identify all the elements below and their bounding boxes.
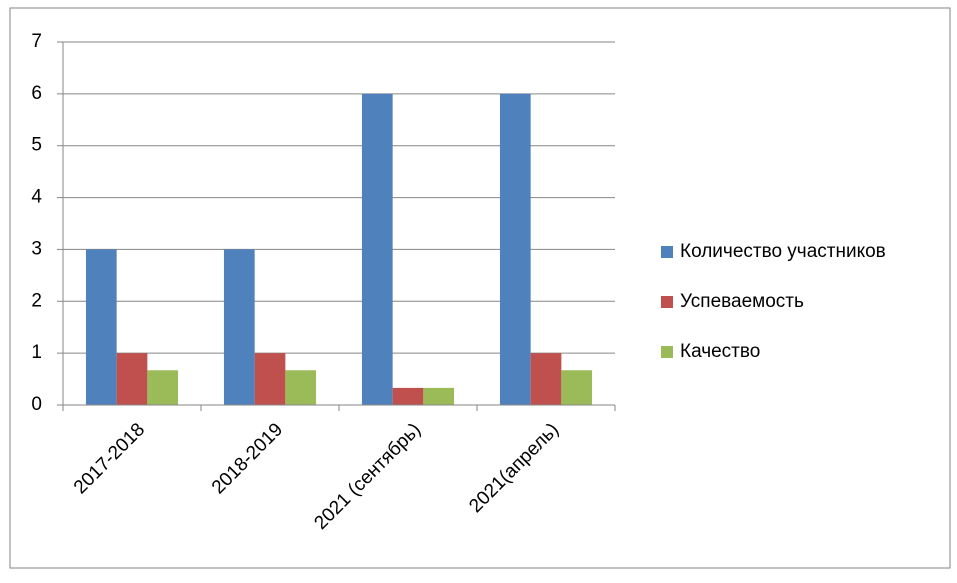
bar — [147, 370, 179, 405]
y-tick-label: 4 — [31, 187, 42, 208]
y-tick-label: 3 — [31, 238, 42, 259]
y-tick-label: 1 — [31, 342, 42, 363]
bar — [423, 387, 455, 405]
legend-label: Количество участников — [680, 241, 886, 262]
chart-border — [9, 7, 951, 569]
bar — [85, 249, 117, 405]
legend-swatch — [661, 246, 673, 258]
y-tick-label: 6 — [31, 83, 42, 104]
bar — [361, 93, 393, 405]
bar — [254, 353, 286, 405]
legend-swatch — [661, 296, 673, 308]
bar — [561, 370, 593, 405]
y-tick-label: 7 — [31, 31, 42, 52]
bar — [116, 353, 148, 405]
legend-swatch — [661, 346, 673, 358]
y-tick-label: 2 — [31, 290, 42, 311]
bar — [392, 387, 424, 405]
y-tick-label: 5 — [31, 135, 42, 156]
bar — [530, 353, 562, 405]
bar — [223, 249, 255, 405]
bar — [499, 93, 531, 405]
y-tick-label: 0 — [31, 394, 42, 415]
bar — [285, 370, 317, 405]
legend-label: Успеваемость — [680, 291, 804, 312]
legend-label: Качество — [680, 341, 760, 362]
